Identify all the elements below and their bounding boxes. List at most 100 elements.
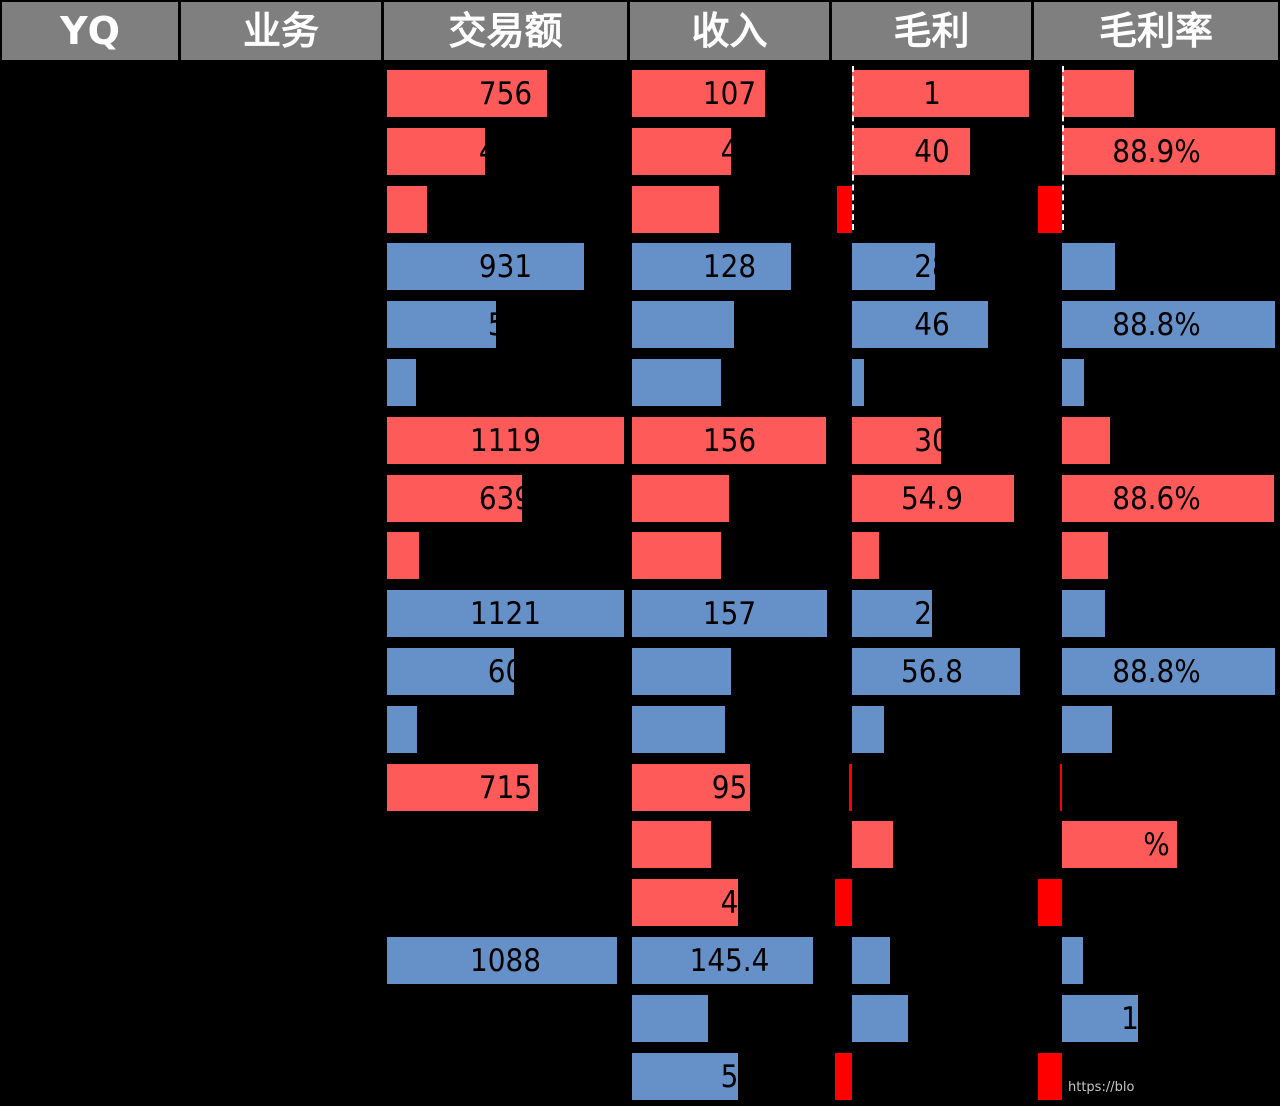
value-label-gross-profit-row-16: 13 xyxy=(914,943,950,979)
bar-gross-margin-row-8 xyxy=(1062,474,1275,522)
value-label-gross-margin-row-16: 8.9 xyxy=(1134,943,1179,979)
bar-transaction-row-1 xyxy=(387,70,547,117)
bar-gross-profit-row-7 xyxy=(852,416,941,464)
value-label-gross-profit-row-11: 56.8 xyxy=(900,654,964,690)
bar-transaction-row-4 xyxy=(387,243,584,291)
bar-transaction-row-13 xyxy=(387,763,539,811)
bar-transaction-row-7 xyxy=(387,416,624,464)
bar-transaction-row-9 xyxy=(387,532,419,580)
value-label-revenue-row-7: 156 xyxy=(702,422,757,459)
value-label-transaction-row-2: 464 xyxy=(478,133,533,170)
value-label-transaction-row-16: 1088 xyxy=(470,943,541,979)
bar-revenue-row-8 xyxy=(632,474,729,522)
bar-gross-margin-row-1 xyxy=(1062,70,1134,117)
value-label-revenue-row-4: 128 xyxy=(702,249,757,286)
bar-revenue-row-12 xyxy=(632,705,726,753)
header-business: 业务 xyxy=(181,2,381,60)
value-label-gross-margin-row-8: 88.6% xyxy=(1112,480,1201,517)
bar-gross-margin-row-4 xyxy=(1062,243,1115,291)
bar-revenue-row-9 xyxy=(632,532,722,580)
bar-gross-profit-row-4 xyxy=(852,243,935,291)
bar-gross-profit-row-9 xyxy=(852,532,879,580)
bar-gross-margin-row-16 xyxy=(1062,937,1084,984)
value-label-revenue-row-13: 95 xyxy=(711,769,748,806)
header-yq: YQ xyxy=(2,2,178,60)
bar-gross-profit-row-17 xyxy=(852,994,909,1042)
value-label-gross-margin-row-17: 1.9% xyxy=(1121,1000,1192,1037)
value-label-gross-profit-row-10: 27 xyxy=(914,596,950,633)
value-label-gross-margin-row-5: 88.8% xyxy=(1112,307,1201,344)
bar-gross-profit-row-11 xyxy=(852,648,1020,695)
bar-gross-profit-row-2 xyxy=(852,127,970,175)
bar-gross-margin-row-3 xyxy=(1038,185,1062,233)
value-label-transaction-row-10: 1121 xyxy=(470,596,541,633)
table-header: YQ 业务 交易额 收入 毛利 毛利率 xyxy=(0,0,1280,62)
bar-gross-margin-row-14 xyxy=(1062,821,1177,869)
zero-axis-gross-margin xyxy=(1062,66,1064,230)
value-label-transaction-row-7: 1119 xyxy=(470,422,541,459)
bar-transaction-row-3 xyxy=(387,185,428,233)
value-label-transaction-row-13: 715 xyxy=(478,769,533,806)
bar-revenue-row-15 xyxy=(632,879,738,927)
header-transaction-amount: 交易额 xyxy=(384,2,627,60)
value-label-gross-profit-row-15: -14 xyxy=(909,885,955,922)
header-gross-profit: 毛利 xyxy=(832,2,1031,60)
value-label-gross-profit-row-7: 30 xyxy=(914,422,950,459)
bar-gross-profit-row-18 xyxy=(835,1052,852,1100)
value-label-revenue-row-10: 157 xyxy=(702,596,757,633)
value-label-gross-margin-row-15: -33.3 xyxy=(1120,885,1193,922)
bar-revenue-row-1 xyxy=(632,70,765,117)
value-label-transaction-row-11: 60 xyxy=(487,654,524,690)
bar-gross-margin-row-18 xyxy=(1038,1052,1062,1100)
bar-gross-profit-row-14 xyxy=(852,821,894,869)
value-label-gross-profit-row-1: 1 xyxy=(923,76,941,112)
bar-gross-margin-row-6 xyxy=(1062,359,1084,406)
bar-revenue-row-5 xyxy=(632,301,734,349)
bar-gross-profit-row-10 xyxy=(852,590,932,638)
bar-revenue-row-6 xyxy=(632,359,722,406)
value-label-gross-profit-row-2: 40 xyxy=(914,133,950,170)
bar-revenue-row-16 xyxy=(632,937,813,984)
bar-transaction-row-2 xyxy=(387,127,486,175)
bar-gross-margin-row-11 xyxy=(1062,648,1275,695)
bar-transaction-row-11 xyxy=(387,648,514,695)
bar-gross-margin-row-9 xyxy=(1062,532,1108,580)
bar-gross-profit-row-13 xyxy=(849,763,852,811)
bar-gross-profit-row-12 xyxy=(852,705,885,753)
bar-gross-profit-row-5 xyxy=(852,301,988,349)
value-label-revenue-row-16: 145.4 xyxy=(689,943,770,979)
value-label-revenue-row-2: 4 xyxy=(720,133,739,170)
bar-gross-profit-row-1 xyxy=(852,70,1029,117)
bar-revenue-row-14 xyxy=(632,821,712,869)
bar-revenue-row-18 xyxy=(632,1052,738,1100)
value-label-gross-margin-row-14: % xyxy=(1143,827,1170,864)
bar-transaction-row-6 xyxy=(387,359,417,406)
header-revenue: 收入 xyxy=(630,2,829,60)
bar-gross-margin-row-10 xyxy=(1062,590,1106,638)
value-label-transaction-row-1: 756 xyxy=(478,76,533,112)
bar-revenue-row-7 xyxy=(632,416,826,464)
bar-gross-margin-row-2 xyxy=(1062,127,1275,175)
bar-revenue-row-17 xyxy=(632,994,708,1042)
value-label-gross-profit-row-17: 19 xyxy=(914,1000,950,1037)
bar-gross-margin-row-13 xyxy=(1059,763,1062,811)
bar-gross-margin-row-7 xyxy=(1062,416,1110,464)
value-label-gross-profit-row-5: 46 xyxy=(914,307,950,344)
bar-transaction-row-10 xyxy=(387,590,624,638)
bar-transaction-row-12 xyxy=(387,705,417,753)
value-label-revenue-row-1: 107 xyxy=(702,76,757,112)
chart-body: 756 107 1 464 4 40 88.9% 931 128 28 51 46 88.8% 1119 1… xyxy=(0,62,1280,1106)
value-label-gross-profit-row-4: 28 xyxy=(914,249,950,286)
bar-revenue-row-4 xyxy=(632,243,791,291)
zero-axis-gross-profit xyxy=(852,66,854,230)
bar-transaction-row-8 xyxy=(387,474,523,522)
bar-revenue-row-2 xyxy=(632,127,732,175)
value-label-revenue-row-15: 4 xyxy=(720,885,739,922)
bar-revenue-row-11 xyxy=(632,648,732,695)
header-gross-margin: 毛利率 xyxy=(1034,2,1278,60)
bar-gross-margin-row-5 xyxy=(1062,301,1275,349)
bar-gross-margin-row-12 xyxy=(1062,705,1113,753)
value-label-gross-profit-row-8: 54.9 xyxy=(900,480,964,517)
value-label-revenue-row-18: 5 xyxy=(720,1058,739,1095)
bar-gross-margin-row-17 xyxy=(1062,994,1139,1042)
